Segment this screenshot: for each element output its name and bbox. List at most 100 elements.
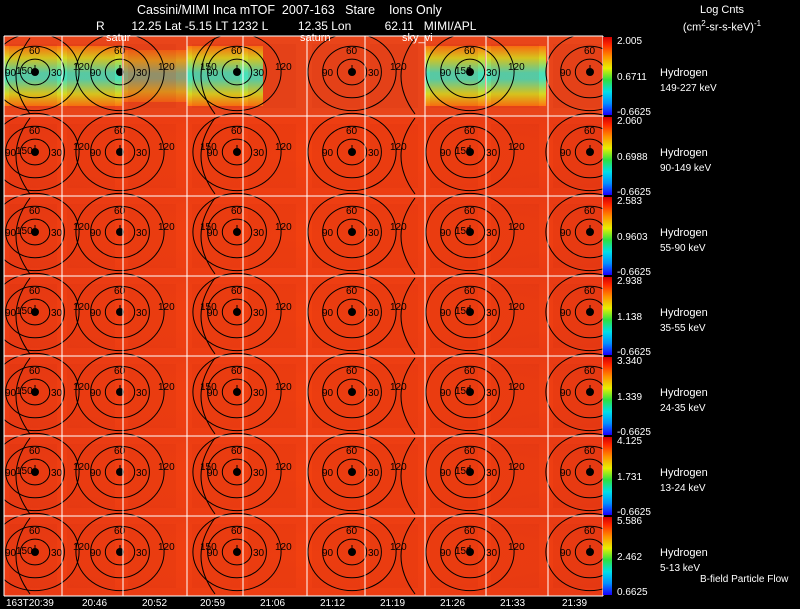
contour-ring xyxy=(454,378,486,406)
contour-ring xyxy=(560,45,620,99)
contour-label: 120 xyxy=(158,302,175,313)
contour-ring xyxy=(307,352,397,432)
contour-label: 90 xyxy=(207,468,219,479)
contour-label: 150 xyxy=(200,302,217,313)
colorbar-5: 4.125 1.731 -0.6625 Hydrogen 13-24 keV xyxy=(603,436,708,518)
contour-arc xyxy=(400,37,416,115)
contour-ring xyxy=(75,272,165,352)
hot-band xyxy=(62,46,122,106)
energy-label: 55-90 keV xyxy=(660,243,706,254)
saturn-marker xyxy=(31,308,39,316)
contour-label: 60 xyxy=(29,286,41,297)
saturn-marker xyxy=(348,228,356,236)
contour-label: 30 xyxy=(136,228,148,239)
species-label: Hydrogen xyxy=(660,467,708,479)
contour-label: 30 xyxy=(368,388,380,399)
contour-label: 60 xyxy=(584,526,596,537)
contour-label: 150 xyxy=(455,386,472,397)
contour-ring xyxy=(322,285,382,339)
contour-label: 90 xyxy=(560,308,572,319)
time-tick-label: 163T20:39 xyxy=(6,598,54,609)
contour-label: 60 xyxy=(114,126,126,137)
contour-label: 60 xyxy=(114,526,126,537)
contour-ring xyxy=(221,138,253,166)
contour-arc xyxy=(200,117,216,195)
contour-label: 120 xyxy=(508,302,525,313)
contour-label: 150 xyxy=(455,466,472,477)
saturn-marker xyxy=(348,308,356,316)
contour-label: 90 xyxy=(440,68,452,79)
contour-ring xyxy=(192,512,282,592)
contour-ring xyxy=(221,458,253,486)
contour-ring xyxy=(425,272,515,352)
saturn-marker xyxy=(586,68,594,76)
contour-ring xyxy=(0,192,80,272)
contour-ring xyxy=(192,432,282,512)
contour-ring xyxy=(207,525,267,579)
contour-label: 150 xyxy=(200,382,217,393)
contour-ring xyxy=(307,272,397,352)
energy-label: 90-149 keV xyxy=(660,163,711,174)
colorbar-min: -0.6625 xyxy=(617,267,651,278)
contour-label: 90 xyxy=(207,308,219,319)
saturn-marker xyxy=(466,308,474,316)
contour-label: 30 xyxy=(253,308,265,319)
contour-ring xyxy=(560,125,620,179)
contour-group xyxy=(0,192,635,272)
contour-arc xyxy=(400,117,416,195)
contour-ring xyxy=(322,365,382,419)
contour-ring xyxy=(221,218,253,246)
saturn-marker xyxy=(586,148,594,156)
colorbar-mid: 1.138 xyxy=(617,312,642,323)
contour-label: 120 xyxy=(73,302,90,313)
contour-arc xyxy=(200,437,216,515)
species-label: Hydrogen xyxy=(660,227,708,239)
contour-label: 30 xyxy=(51,228,63,239)
contour-label: 150 xyxy=(455,226,472,237)
time-tick-label: 21:12 xyxy=(320,598,345,609)
contour-ring xyxy=(90,125,150,179)
saturn-marker xyxy=(466,228,474,236)
contour-arc xyxy=(400,277,416,355)
contour-label: 30 xyxy=(368,68,380,79)
contour-label: 60 xyxy=(346,126,358,137)
contour-ring xyxy=(75,32,165,112)
contour-group xyxy=(0,272,635,352)
contour-label: 60 xyxy=(346,366,358,377)
contour-label: 150 xyxy=(16,66,33,77)
contour-label: 90 xyxy=(560,468,572,479)
contour-ring xyxy=(0,352,80,432)
contour-label: 60 xyxy=(584,286,596,297)
contour-label: 150 xyxy=(200,222,217,233)
contour-ring xyxy=(192,352,282,432)
contour-label: 60 xyxy=(231,366,243,377)
contour-ring xyxy=(75,432,165,512)
contour-label: 60 xyxy=(231,206,243,217)
contour-arc xyxy=(15,37,31,115)
contour-ring xyxy=(307,32,397,112)
contour-ring xyxy=(425,192,515,272)
contour-ring xyxy=(322,525,382,579)
contour-ring xyxy=(19,218,51,246)
contour-ring xyxy=(90,205,150,259)
energy-label: 149-227 keV xyxy=(660,83,717,94)
contour-label: 150 xyxy=(455,66,472,77)
contour-label: 120 xyxy=(628,142,645,153)
contour-ring xyxy=(104,378,136,406)
contour-arc xyxy=(400,517,416,595)
contour-label: 30 xyxy=(253,228,265,239)
contour-label: 30 xyxy=(136,548,148,559)
contour-label: 90 xyxy=(90,68,102,79)
pixel-patch xyxy=(128,364,176,428)
contour-label: 30 xyxy=(253,548,265,559)
contour-ring xyxy=(545,32,635,112)
contour-label: 90 xyxy=(90,148,102,159)
pixel-patch xyxy=(491,204,539,268)
pixel-patch xyxy=(370,524,418,588)
units-line2: (cm2-sr-s-keV)-1 xyxy=(668,17,776,35)
contour-label: 30 xyxy=(486,148,498,159)
saturn-marker xyxy=(116,548,124,556)
